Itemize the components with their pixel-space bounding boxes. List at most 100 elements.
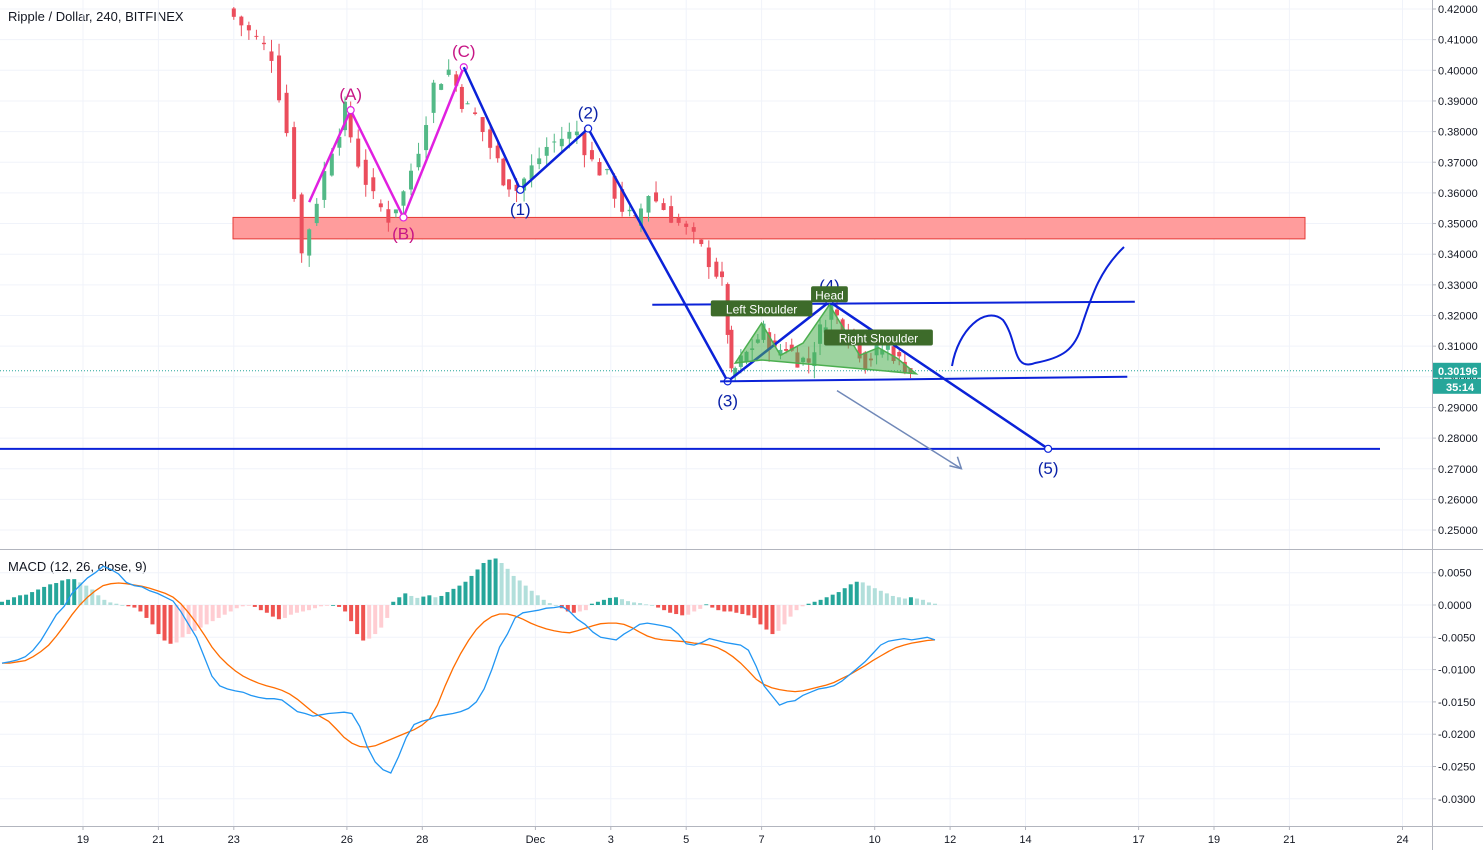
macd-hist-bar <box>234 605 239 609</box>
macd-hist-bar <box>607 597 612 605</box>
macd-hist-bar <box>0 601 4 605</box>
macd-hist-bar <box>619 599 624 605</box>
price-tick-label: 0.35000 <box>1438 219 1478 231</box>
macd-hist-bar <box>908 597 913 605</box>
macd-hist-bar <box>571 605 576 613</box>
time-tick-label: 14 <box>1019 834 1031 846</box>
projection-arrowhead <box>949 456 963 470</box>
macd-tick-label: -0.0150 <box>1438 697 1475 709</box>
macd-hist-bar <box>704 604 709 606</box>
macd-hist-bar <box>896 597 901 605</box>
macd-hist-bar <box>270 605 275 617</box>
macd-hist-bar <box>42 586 47 605</box>
macd-hist-bar <box>451 588 456 605</box>
countdown-label: 35:14 <box>1446 382 1475 394</box>
time-tick-label: 10 <box>869 834 881 846</box>
candle-body <box>529 165 534 180</box>
chart-title: Ripple / Dollar, 240, BITFINEX <box>8 9 184 24</box>
macd-hist-bar <box>445 592 450 605</box>
candle-body <box>371 177 376 192</box>
candle-body <box>343 101 348 131</box>
candle-body <box>459 86 464 109</box>
candle-body <box>789 344 794 351</box>
candle-body <box>307 229 312 256</box>
macd-hist-bar <box>776 605 781 631</box>
price-tick-label: 0.33000 <box>1438 280 1478 292</box>
macd-hist-bar <box>355 605 360 635</box>
candle-body <box>729 329 734 369</box>
pattern-label: Right Shoulder <box>839 331 918 345</box>
macd-hist-bar <box>650 605 655 606</box>
macd-hist-bar <box>794 605 799 611</box>
candle-body <box>514 184 519 191</box>
wave-point-marker <box>1044 444 1053 453</box>
macd-hist-bar <box>343 605 348 612</box>
candle-body <box>552 141 557 143</box>
macd-hist-bar <box>656 605 661 608</box>
drawings: (A)(B)(C)(1)(2)(3)(4)(5)Left ShoulderHea… <box>0 42 1432 478</box>
macd-hist-bar <box>349 605 354 622</box>
macd-hist-bar <box>746 605 751 616</box>
candle-body <box>778 349 783 356</box>
time-tick-label: 19 <box>1208 834 1220 846</box>
candle-body <box>408 170 413 190</box>
candle-body <box>292 127 297 199</box>
macd-hist-bar <box>198 605 203 628</box>
candle-body <box>733 368 738 377</box>
price-tick-label: 0.25000 <box>1438 525 1478 537</box>
macd-hist-bar <box>276 605 281 620</box>
time-tick-label: 21 <box>1283 834 1295 846</box>
macd-hist-bar <box>770 605 775 635</box>
macd-hist-bar <box>686 605 691 615</box>
candle-body <box>589 150 594 160</box>
candle-body <box>857 343 862 359</box>
macd-hist-bar <box>674 605 679 615</box>
macd-hist-bar <box>764 605 769 630</box>
macd-hist-bar <box>246 605 251 606</box>
macd-hist-bar <box>288 605 293 615</box>
candle-body <box>322 171 327 200</box>
macd-hist-bar <box>710 605 715 608</box>
macd-hist-bar <box>933 603 937 605</box>
countdown-tag <box>1433 378 1481 394</box>
macd-hist-bar <box>758 605 763 625</box>
macd-tick-label: -0.0300 <box>1438 794 1475 806</box>
price-tick-label: 0.38000 <box>1438 127 1478 139</box>
macd-hist-bar <box>78 582 83 605</box>
candle-body <box>574 131 579 136</box>
macd-hist-bar <box>505 568 510 605</box>
wave-label: (1) <box>510 200 531 219</box>
macd-hist-bar <box>421 596 426 605</box>
macd-hist-bar <box>319 605 324 607</box>
macd-hist-bar <box>84 585 89 605</box>
candle-body <box>784 349 789 351</box>
macd-hist-bar <box>517 580 522 605</box>
macd-hist-bar <box>264 605 269 613</box>
candle-body <box>638 208 643 226</box>
macd-hist-bar <box>487 559 492 605</box>
candle-body <box>620 189 625 212</box>
macd-hist-bar <box>589 603 594 605</box>
candle-body <box>416 153 421 168</box>
resistance-zone <box>232 216 1306 240</box>
macd-hist-bar <box>132 605 137 608</box>
candle-body <box>446 69 451 75</box>
macd-hist-bar <box>240 605 245 607</box>
candle-body <box>612 176 617 199</box>
macd-tick-label: -0.0100 <box>1438 665 1475 677</box>
macd-hist-bar <box>553 605 558 606</box>
macd-hist-bar <box>162 605 167 641</box>
wave-point-marker <box>584 124 593 133</box>
candle-body <box>239 16 244 26</box>
macd-hist-bar <box>740 605 745 615</box>
macd-hist-bar <box>60 580 65 605</box>
price-tick-label: 0.41000 <box>1438 35 1478 47</box>
pattern-label: Left Shoulder <box>726 302 797 316</box>
macd-hist-bar <box>186 605 191 635</box>
macd-hist-bar <box>282 605 287 618</box>
macd-hist-bar <box>854 581 859 605</box>
macd-hist-bar <box>830 594 835 605</box>
macd-hist-bar <box>222 605 227 615</box>
candle-body <box>597 161 602 176</box>
